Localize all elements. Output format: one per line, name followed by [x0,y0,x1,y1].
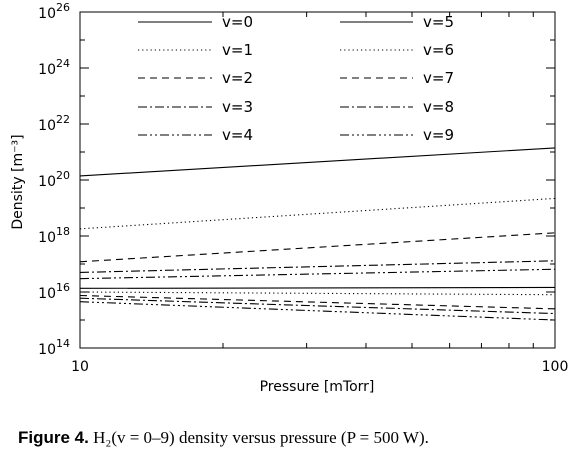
legend-label-v-3: v=3 [222,98,253,116]
series-line-v-5 [79,286,556,289]
y-tick-label: 1024 [38,57,70,78]
caption-text: H₂(v = 0–9) density versus pressure (P =… [93,428,429,447]
y-axis-title: Density [m⁻³] [10,134,26,229]
x-tick-label: 10 [71,359,89,375]
legend: v=0 v=1 v=2 v=3 v=4 v=5 v=6 v=7 v=8 v=9 [138,13,454,144]
plot-frame [79,11,556,349]
y-tick-label: 1016 [38,281,70,302]
legend-label-v-7: v=7 [423,69,454,87]
y-tick-label: 1022 [38,113,70,134]
x-tick-label: 100 [542,359,569,375]
legend-label-v-8: v=8 [423,98,454,116]
legend-label-v-9: v=9 [423,126,454,144]
density-chart: v=0v=1v=2v=3v=4v=5v=6v=7v=8v=9 101410161… [10,1,568,395]
series-line-v-2 [79,232,556,263]
legend-label-v-1: v=1 [222,41,253,59]
legend-label-v-4: v=4 [222,126,253,144]
series-line-v-4 [79,268,556,280]
legend-label-v-5: v=5 [423,13,454,31]
legend-label-v-2: v=2 [222,69,253,87]
caption-lead: Figure 4. [18,428,89,447]
legend-label-v-0: v=0 [222,13,253,31]
series-line-v-7 [79,294,556,310]
series-lines [79,147,556,321]
figure-caption: Figure 4. H₂(v = 0–9) density versus pre… [18,428,578,448]
series-line-v-3 [79,260,556,273]
series-line-v-1 [79,197,556,230]
y-tick-label: 1018 [38,225,70,246]
y-tick-label: 1026 [38,1,70,22]
series-line-v-8 [79,297,556,315]
axes: 1014 1016 1018 1020 1022 1024 1026 10 100 [38,1,568,375]
legend-label-v-6: v=6 [423,41,454,59]
series-line-v-0 [79,147,556,177]
series-line-v-6 [79,291,556,296]
x-axis-title: Pressure [mTorr] [260,379,375,395]
series-line-v-9 [79,301,556,321]
y-tick-label: 1014 [38,337,70,358]
y-tick-label: 1020 [38,169,70,190]
